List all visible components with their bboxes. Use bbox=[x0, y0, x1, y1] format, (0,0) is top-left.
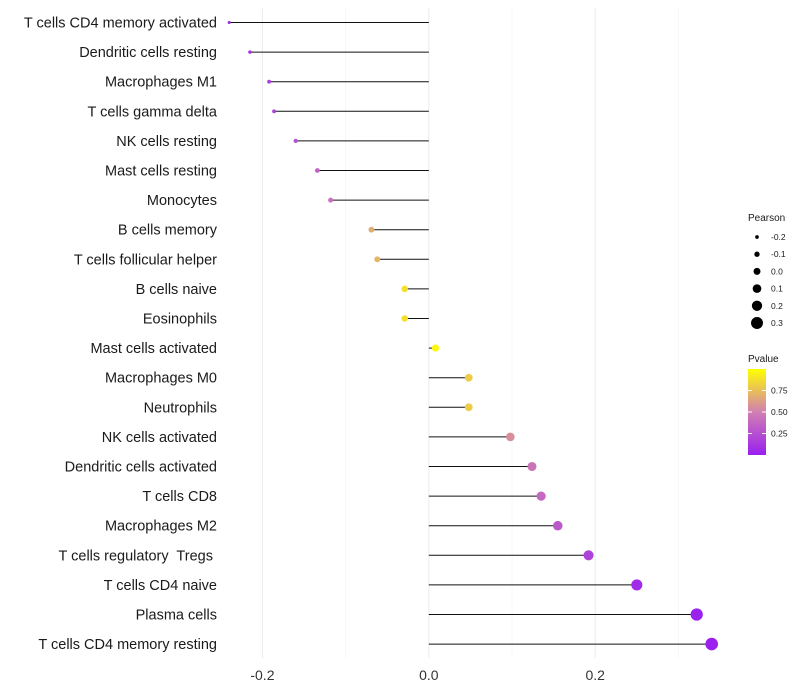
lollipop-point bbox=[553, 520, 563, 531]
category-labels: T cells CD4 memory activated Dendritic ce… bbox=[24, 16, 218, 654]
pvalue-legend-label: 0.75 bbox=[771, 386, 788, 396]
pvalue-colorbar bbox=[748, 369, 766, 455]
category-label: Mast cells resting bbox=[105, 164, 217, 180]
category-label: Monocytes bbox=[147, 193, 217, 209]
x-tick-label: 0.2 bbox=[585, 667, 605, 683]
pvalue-color-legend: Pvalue 0.75 0.50 0.25 bbox=[748, 354, 788, 455]
pearson-legend-dot bbox=[754, 251, 760, 257]
category-label: T cells regulatory Tregs bbox=[59, 548, 218, 564]
lollipop-point bbox=[431, 344, 440, 352]
pearson-legend-label: -0.2 bbox=[771, 232, 786, 242]
pearson-size-legend: Pearson -0.2 -0.1 0.0 0.1 0.2 0.3 bbox=[748, 213, 786, 329]
lollipop-point bbox=[536, 491, 546, 501]
lollipop-point bbox=[506, 432, 515, 442]
lollipop-point bbox=[374, 256, 381, 263]
category-label: Macrophages M1 bbox=[105, 75, 217, 91]
pearson-legend-label: 0.2 bbox=[771, 301, 783, 311]
category-label: T cells follicular helper bbox=[74, 252, 217, 268]
pearson-legend-dot bbox=[751, 300, 763, 311]
category-label: T cells CD4 naive bbox=[104, 578, 217, 594]
category-label: B cells memory bbox=[118, 223, 218, 239]
category-label: Dendritic cells activated bbox=[65, 460, 217, 476]
lollipop-point bbox=[314, 168, 320, 173]
lollipop-point bbox=[401, 315, 408, 322]
pearson-legend-dot bbox=[755, 235, 759, 239]
lollipop-point bbox=[328, 197, 334, 203]
category-label: Dendritic cells resting bbox=[79, 45, 217, 61]
lollipop-point bbox=[690, 608, 703, 621]
category-label: B cells naive bbox=[136, 282, 217, 298]
pearson-legend-label: 0.0 bbox=[771, 266, 783, 276]
category-label: Macrophages M2 bbox=[105, 519, 217, 535]
lollipop-point bbox=[705, 637, 718, 651]
grid-lines bbox=[261, 8, 679, 658]
category-label: Eosinophils bbox=[143, 312, 217, 328]
category-label: T cells CD4 memory resting bbox=[38, 637, 217, 653]
pvalue-legend-title: Pvalue bbox=[748, 354, 779, 365]
lollipop-point bbox=[227, 21, 231, 24]
x-axis-ticks: -0.2 0.0 0.2 bbox=[250, 667, 605, 683]
pearson-legend-title: Pearson bbox=[748, 213, 785, 224]
pearson-legend-label: 0.1 bbox=[771, 284, 783, 294]
pvalue-legend-label: 0.25 bbox=[771, 429, 788, 439]
pearson-legend-label: 0.3 bbox=[771, 318, 783, 328]
category-label: T cells CD4 memory activated bbox=[24, 16, 217, 32]
lollipop-point bbox=[464, 373, 473, 382]
x-tick-label: -0.2 bbox=[250, 667, 274, 683]
lollipop-points bbox=[227, 21, 718, 651]
lollipop-point bbox=[401, 285, 408, 293]
x-tick-label: 0.0 bbox=[419, 667, 439, 683]
lollipop-point bbox=[368, 226, 375, 233]
lollipop-stems bbox=[229, 22, 712, 645]
pearson-legend-dot bbox=[753, 267, 761, 275]
category-label: Mast cells activated bbox=[90, 341, 217, 357]
category-label: Macrophages M0 bbox=[105, 371, 217, 387]
lollipop-point bbox=[631, 579, 643, 591]
category-label: Neutrophils bbox=[144, 400, 217, 416]
category-label: Plasma cells bbox=[136, 608, 217, 624]
lollipop-point bbox=[583, 550, 594, 561]
lollipop-point bbox=[293, 138, 298, 144]
pearson-legend-dot bbox=[751, 317, 763, 329]
lollipop-point bbox=[267, 79, 271, 84]
pearson-legend-label: -0.1 bbox=[771, 249, 786, 259]
lollipop-point bbox=[464, 403, 473, 412]
pvalue-legend-label: 0.50 bbox=[771, 407, 788, 417]
category-label: NK cells activated bbox=[102, 430, 217, 446]
lollipop-point bbox=[248, 50, 252, 54]
category-label: T cells CD8 bbox=[142, 489, 217, 505]
lollipop-point bbox=[272, 109, 277, 114]
category-label: T cells gamma delta bbox=[88, 104, 218, 120]
category-label: NK cells resting bbox=[116, 134, 217, 150]
lollipop-point bbox=[527, 461, 537, 472]
pearson-legend-dot bbox=[752, 284, 762, 293]
